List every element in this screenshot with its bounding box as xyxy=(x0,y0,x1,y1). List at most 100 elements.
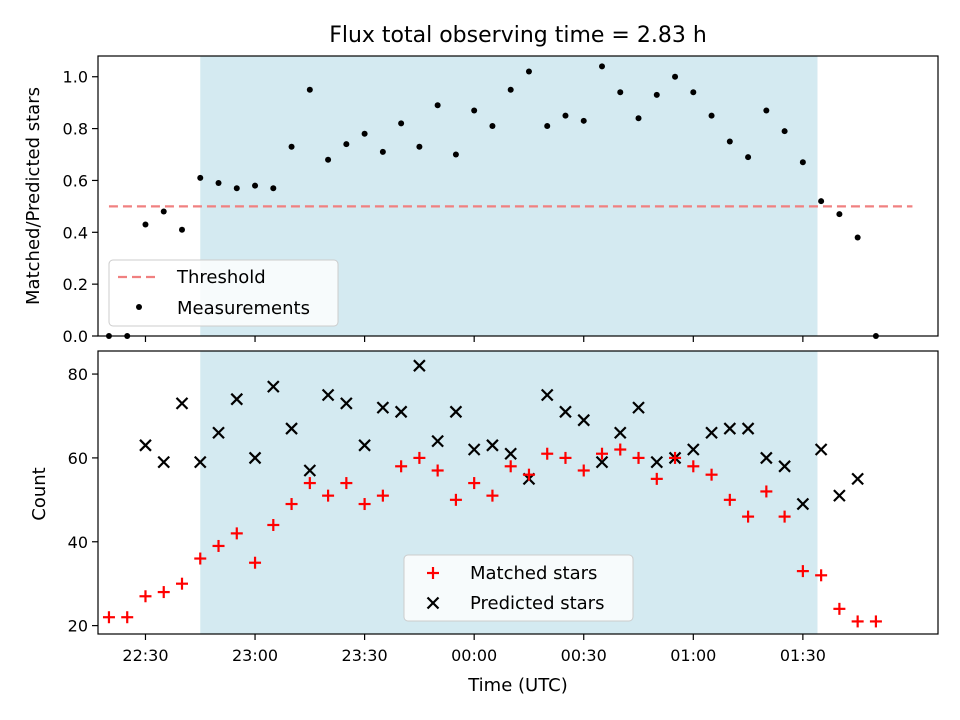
predicted-star-point xyxy=(449,405,463,419)
predicted-star-point xyxy=(814,443,828,456)
matched-star-point xyxy=(285,498,298,511)
matched-star-point xyxy=(212,539,225,552)
cross-bar-b xyxy=(426,596,440,610)
matched-star-point xyxy=(650,472,663,485)
predicted-star-point xyxy=(796,497,810,511)
measurement-point xyxy=(233,185,240,192)
top-y-tick-label: 0.2 xyxy=(63,275,88,294)
measurement-point xyxy=(270,185,277,192)
predicted-star-point xyxy=(358,439,371,452)
measurement-point xyxy=(672,73,679,80)
legend-plus-marker xyxy=(427,567,439,579)
measurement-point xyxy=(306,86,313,93)
cross-bar-b xyxy=(851,472,864,486)
matched-star-point xyxy=(322,489,335,502)
matched-star-point xyxy=(340,477,353,490)
measurement-point xyxy=(325,156,332,163)
predicted-star-point xyxy=(540,388,554,402)
top-y-ticks: 0.0 0.2 0.4 0.6 0.8 1.0 xyxy=(63,68,98,346)
top-y-tick-label: 0.6 xyxy=(63,171,88,190)
measurement-point xyxy=(142,221,149,228)
top-legend: Threshold Measurements xyxy=(108,259,339,327)
bottom-legend: Matched stars Predicted stars xyxy=(403,554,634,622)
matched-star-point xyxy=(851,615,864,628)
predicted-star-point xyxy=(376,401,390,414)
measurement-point xyxy=(507,86,514,93)
predicted-star-point xyxy=(723,422,737,435)
top-legend-box xyxy=(108,259,339,327)
cross-bar-b xyxy=(577,413,591,427)
matched-star-point xyxy=(833,602,846,615)
cross-bar-b xyxy=(540,388,554,402)
cross-bar-b xyxy=(193,455,207,469)
measurement-point xyxy=(836,211,843,218)
predicted-star-point xyxy=(559,405,572,419)
cross-bar-b xyxy=(285,422,298,435)
matched-star-point xyxy=(815,569,828,582)
predicted-star-point xyxy=(394,405,408,419)
measurement-point xyxy=(763,107,770,114)
measurement-point xyxy=(489,123,496,129)
predicted-star-point xyxy=(741,422,755,435)
cross-bar-b xyxy=(778,460,791,473)
measurement-point xyxy=(854,234,861,241)
predicted-star-point xyxy=(321,388,335,402)
cross-bar-b xyxy=(687,443,700,456)
matched-star-point xyxy=(102,611,115,624)
legend-predicted-label: Predicted stars xyxy=(470,593,604,614)
cross-bar-b xyxy=(376,401,390,414)
cross-bar-b xyxy=(212,426,225,440)
bottom-x-tick-label: 22:30 xyxy=(122,646,168,665)
measurement-point xyxy=(252,182,259,189)
matched-star-point xyxy=(869,615,882,628)
measurement-point xyxy=(617,89,624,96)
cross-bar-b xyxy=(431,434,444,448)
cross-bar-b xyxy=(230,392,244,406)
measurement-point xyxy=(599,63,605,70)
cross-bar-b xyxy=(267,380,280,393)
bottom-x-tick-label: 01:30 xyxy=(780,646,826,665)
matched-star-point xyxy=(358,498,371,511)
measurement-point xyxy=(726,138,733,145)
cross-bar-b xyxy=(705,426,718,440)
matched-star-point xyxy=(796,565,809,578)
cross-bar-b xyxy=(796,497,810,511)
bottom-x-tick-label: 00:30 xyxy=(561,646,607,665)
predicted-star-point xyxy=(413,359,426,372)
measurement-point xyxy=(398,120,405,127)
top-panel: 0.0 0.2 0.4 0.6 0.8 1.0 Matched/Predicted sta… xyxy=(23,55,939,346)
measurement-point xyxy=(343,141,350,148)
predicted-star-point xyxy=(778,460,791,473)
bottom-x-tick-label: 01:00 xyxy=(670,646,716,665)
legend-measurements-swatch xyxy=(136,304,142,310)
predicted-star-point xyxy=(303,464,317,477)
matched-star-point xyxy=(632,451,645,464)
bottom-panel: 20 40 60 80 22:30 23:00 23:30 00:00 00:30 01:00 0… xyxy=(29,350,939,696)
cross-bar-b xyxy=(486,439,499,452)
measurement-point xyxy=(653,91,660,98)
matched-star-point xyxy=(687,460,700,473)
cross-bar-b xyxy=(175,397,189,410)
cross-bar-b xyxy=(157,455,171,469)
count-points xyxy=(102,359,882,628)
measurement-point xyxy=(288,143,295,150)
bottom-y-tick-label: 80 xyxy=(68,365,88,384)
cross-bar-b xyxy=(650,455,664,469)
cross-bar-b xyxy=(303,464,317,477)
bottom-x-tick-label: 23:30 xyxy=(342,646,388,665)
matched-star-point xyxy=(303,477,316,490)
predicted-star-point xyxy=(486,439,499,452)
predicted-star-point xyxy=(705,426,718,440)
measurement-points xyxy=(105,63,879,339)
predicted-star-point xyxy=(467,443,481,456)
top-plot-frame xyxy=(97,55,939,337)
matched-star-point xyxy=(614,443,627,456)
predicted-star-point xyxy=(193,455,207,469)
bottom-y-tick-label: 20 xyxy=(68,617,88,636)
measurement-point xyxy=(544,123,551,129)
measurement-point xyxy=(580,117,587,124)
matched-star-point xyxy=(742,510,755,523)
predicted-star-point xyxy=(248,451,262,465)
predicted-star-point xyxy=(230,392,244,406)
predicted-star-point xyxy=(577,413,591,427)
